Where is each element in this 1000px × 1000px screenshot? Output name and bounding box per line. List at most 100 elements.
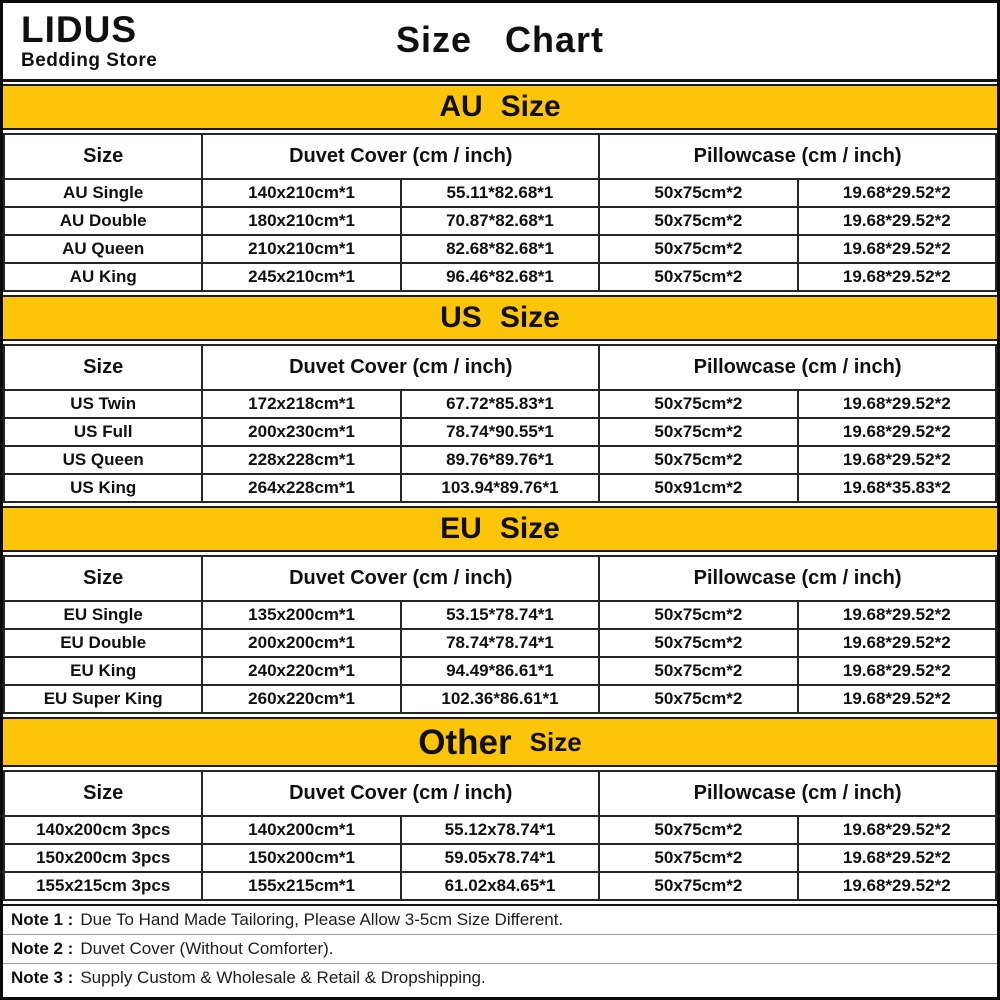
column-header-duvet: Duvet Cover (cm / inch) — [201, 133, 601, 180]
table-cell: 210x210cm*1 — [201, 234, 402, 264]
table-cell: 240x220cm*1 — [201, 656, 402, 686]
banner-region-label: AU — [439, 90, 483, 123]
column-header-size: Size — [3, 555, 204, 602]
table-cell: US King — [3, 473, 204, 503]
table-cell: AU Single — [3, 178, 204, 208]
column-header-size: Size — [3, 344, 204, 391]
table-cell: 228x228cm*1 — [201, 445, 402, 475]
table-cell: 19.68*29.52*2 — [796, 684, 997, 714]
section-banner: Other Size — [3, 717, 997, 767]
table-cell: EU King — [3, 656, 204, 686]
table-cell: 200x200cm*1 — [201, 628, 402, 658]
column-header-pillowcase: Pillowcase (cm / inch) — [598, 344, 997, 391]
note-label: Note 2 : — [11, 939, 74, 958]
banner-region-label: Other — [418, 722, 512, 762]
table-cell: 50x75cm*2 — [598, 178, 799, 208]
table-cell: 53.15*78.74*1 — [399, 600, 601, 630]
note-text: Duvet Cover (Without Comforter). — [80, 939, 334, 958]
table-cell: EU Single — [3, 600, 204, 630]
table-cell: 155x215cm*1 — [201, 871, 402, 901]
table-cell: 19.68*29.52*2 — [796, 843, 997, 873]
table-cell: 172x218cm*1 — [201, 389, 402, 419]
column-header-size: Size — [3, 133, 204, 180]
section-banner: AU Size — [3, 84, 997, 130]
table-cell: 140x200cm 3pcs — [3, 815, 204, 845]
note-label: Note 1 : — [11, 910, 74, 929]
table-cell: 19.68*29.52*2 — [796, 262, 997, 292]
table-cell: 135x200cm*1 — [201, 600, 402, 630]
size-section: Other Size Size Duvet Cover (cm / inch) Pill… — [3, 717, 997, 901]
table-row: EU King 240x220cm*1 94.49*86.61*1 50x75cm*2… — [3, 656, 997, 686]
table-cell: 260x220cm*1 — [201, 684, 402, 714]
table-row: US King 264x228cm*1 103.94*89.76*1 50x91cm*… — [3, 473, 997, 503]
table-cell: 245x210cm*1 — [201, 262, 402, 292]
table-cell: 89.76*89.76*1 — [399, 445, 601, 475]
table-row: 150x200cm 3pcs 150x200cm*1 59.05x78.74*1 50… — [3, 843, 997, 873]
table-cell: 78.74*78.74*1 — [399, 628, 601, 658]
table-cell: 140x210cm*1 — [201, 178, 402, 208]
notes-box: Note 1 : Due To Hand Made Tailoring, Ple… — [3, 904, 997, 992]
table-cell: AU Queen — [3, 234, 204, 264]
table-cell: 50x75cm*2 — [598, 684, 799, 714]
table-cell: US Twin — [3, 389, 204, 419]
table-header-row: Size Duvet Cover (cm / inch) Pillowcase (c… — [3, 344, 997, 391]
table-header-row: Size Duvet Cover (cm / inch) Pillowcase (c… — [3, 770, 997, 817]
table-cell: 50x75cm*2 — [598, 389, 799, 419]
table-row: EU Single 135x200cm*1 53.15*78.74*1 50x75cm… — [3, 600, 997, 630]
table-cell: AU King — [3, 262, 204, 292]
column-header-duvet: Duvet Cover (cm / inch) — [201, 344, 601, 391]
table-cell: US Queen — [3, 445, 204, 475]
table-cell: 82.68*82.68*1 — [399, 234, 601, 264]
table-cell: 19.68*29.52*2 — [796, 417, 997, 447]
table-cell: 19.68*29.52*2 — [796, 600, 997, 630]
table-cell: 50x75cm*2 — [598, 262, 799, 292]
table-cell: 50x75cm*2 — [598, 656, 799, 686]
table-cell: 78.74*90.55*1 — [399, 417, 601, 447]
column-header-size: Size — [3, 770, 204, 817]
table-cell: EU Super King — [3, 684, 204, 714]
table-row: AU King 245x210cm*1 96.46*82.68*1 50x75cm*2… — [3, 262, 997, 292]
size-table: Size Duvet Cover (cm / inch) Pillowcase (c… — [3, 770, 997, 901]
banner-region-label: US — [440, 301, 482, 334]
table-row: US Twin 172x218cm*1 67.72*85.83*1 50x75cm*2… — [3, 389, 997, 419]
store-name: LIDUS — [21, 9, 137, 50]
table-cell: 19.68*29.52*2 — [796, 206, 997, 236]
size-section: AU Size Size Duvet Cover (cm / inch) Pillowc… — [3, 84, 997, 292]
table-cell: 94.49*86.61*1 — [399, 656, 601, 686]
table-row: EU Super King 260x220cm*1 102.36*86.61*1 50… — [3, 684, 997, 714]
section-banner: EU Size — [3, 506, 997, 552]
banner-size-label: Size — [500, 90, 561, 123]
table-cell: 50x75cm*2 — [598, 628, 799, 658]
page-header: LIDUS Bedding Store Size Chart — [3, 3, 997, 82]
table-cell: 150x200cm*1 — [201, 843, 402, 873]
note-row: Note 3 : Supply Custom & Wholesale & Ret… — [3, 964, 997, 992]
table-header-row: Size Duvet Cover (cm / inch) Pillowcase (c… — [3, 133, 997, 180]
table-cell: 55.11*82.68*1 — [399, 178, 601, 208]
table-cell: 19.68*35.83*2 — [796, 473, 997, 503]
table-cell: 19.68*29.52*2 — [796, 628, 997, 658]
banner-size-label: Size — [529, 727, 582, 757]
table-header-row: Size Duvet Cover (cm / inch) Pillowcase (c… — [3, 555, 997, 602]
table-cell: EU Double — [3, 628, 204, 658]
table-cell: 96.46*82.68*1 — [399, 262, 601, 292]
table-cell: 50x91cm*2 — [598, 473, 799, 503]
column-header-duvet: Duvet Cover (cm / inch) — [201, 770, 601, 817]
table-cell: 50x75cm*2 — [598, 600, 799, 630]
table-cell: 19.68*29.52*2 — [796, 445, 997, 475]
store-logo: LIDUS Bedding Store — [21, 11, 157, 70]
table-cell: 103.94*89.76*1 — [399, 473, 601, 503]
page-title: Size Chart — [395, 19, 605, 60]
table-cell: 61.02x84.65*1 — [399, 871, 601, 901]
banner-region-label: EU — [440, 512, 482, 545]
note-text: Due To Hand Made Tailoring, Please Allow… — [80, 910, 564, 929]
column-header-pillowcase: Pillowcase (cm / inch) — [598, 133, 997, 180]
sections: AU Size Size Duvet Cover (cm / inch) Pillowc… — [3, 84, 997, 901]
note-text: Supply Custom & Wholesale & Retail & Dro… — [80, 968, 486, 987]
table-cell: 59.05x78.74*1 — [399, 843, 601, 873]
banner-size-label: Size — [499, 512, 560, 545]
table-cell: US Full — [3, 417, 204, 447]
table-row: US Queen 228x228cm*1 89.76*89.76*1 50x75cm*… — [3, 445, 997, 475]
table-cell: 19.68*29.52*2 — [796, 815, 997, 845]
table-row: AU Queen 210x210cm*1 82.68*82.68*1 50x75cm*… — [3, 234, 997, 264]
column-header-pillowcase: Pillowcase (cm / inch) — [598, 770, 997, 817]
